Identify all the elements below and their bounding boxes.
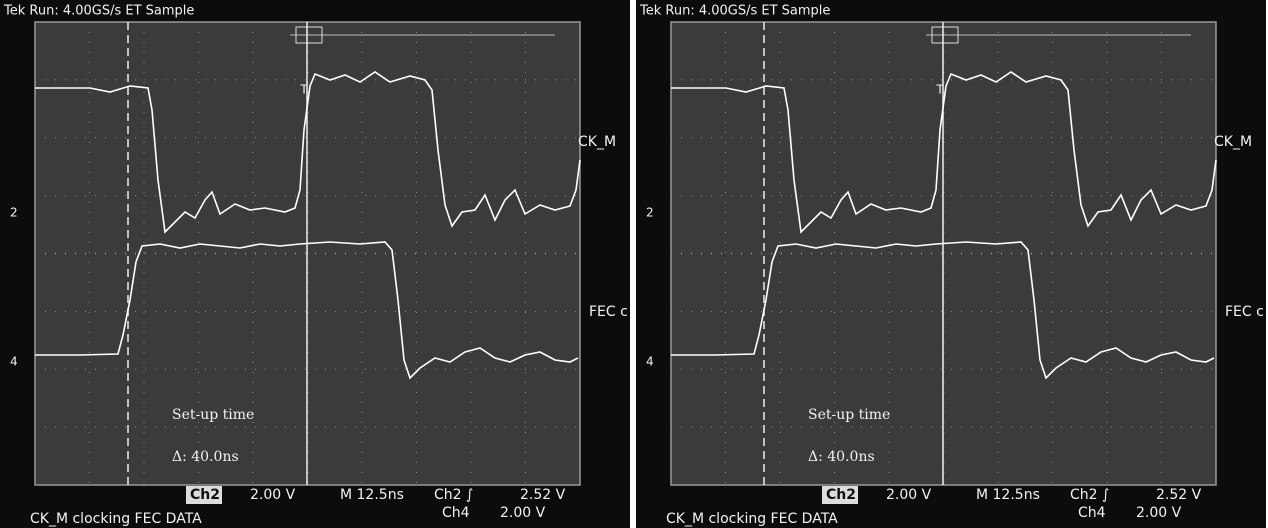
timebase: M 12.5ns xyxy=(340,487,404,503)
cursor-delta: Δ: 40.0ns xyxy=(808,449,875,465)
scope-screenshots: Tek Run: 4.00GS/s ET Sample T 2 4 CK_M FEC c S… xyxy=(0,0,1268,528)
ch4-scale: 2.00 V xyxy=(500,505,546,521)
cursor-title: Set-up time xyxy=(172,407,254,423)
ref-label-top: CK_M xyxy=(578,134,616,150)
trigger-source: Ch2 ∫ xyxy=(1070,487,1109,503)
ch2-scale: 2.00 V xyxy=(886,487,932,503)
trigger-marker: T xyxy=(299,83,308,97)
header: Tek Run: 4.00GS/s ET Sample xyxy=(639,4,830,19)
caption: CK_M clocking FEC DATA xyxy=(666,511,838,527)
trigger-marker: T xyxy=(935,83,944,97)
ch2-name: Ch2 xyxy=(190,487,220,503)
ch4-scale: 2.00 V xyxy=(1136,505,1182,521)
trigger-level: 2.52 V xyxy=(520,487,566,503)
ref-label-bottom: FEC c xyxy=(1225,304,1264,320)
caption: CK_M clocking FEC DATA xyxy=(30,511,202,527)
ch4-marker: 4 xyxy=(646,355,654,369)
trigger-level: 2.52 V xyxy=(1156,487,1202,503)
ch2-marker: 2 xyxy=(10,206,18,220)
scope-panel: Tek Run: 4.00GS/s ET Sample T 2 4 CK_M FEC c S… xyxy=(0,0,630,528)
ch4-name: Ch4 xyxy=(442,505,470,521)
ref-label-bottom: FEC c xyxy=(589,304,628,320)
ch2-scale: 2.00 V xyxy=(250,487,296,503)
ch4-marker: 4 xyxy=(10,355,18,369)
header: Tek Run: 4.00GS/s ET Sample xyxy=(3,4,194,19)
ch4-name: Ch4 xyxy=(1078,505,1106,521)
ch2-name: Ch2 xyxy=(826,487,856,503)
trigger-source: Ch2 ∫ xyxy=(434,487,473,503)
ch2-marker: 2 xyxy=(646,206,654,220)
timebase: M 12.5ns xyxy=(976,487,1040,503)
cursor-title: Set-up time xyxy=(808,407,890,423)
ref-label-top: CK_M xyxy=(1214,134,1252,150)
scope-panel: Tek Run: 4.00GS/s ET Sample T 2 4 CK_M FEC c S… xyxy=(636,0,1266,528)
cursor-delta: Δ: 40.0ns xyxy=(172,449,239,465)
